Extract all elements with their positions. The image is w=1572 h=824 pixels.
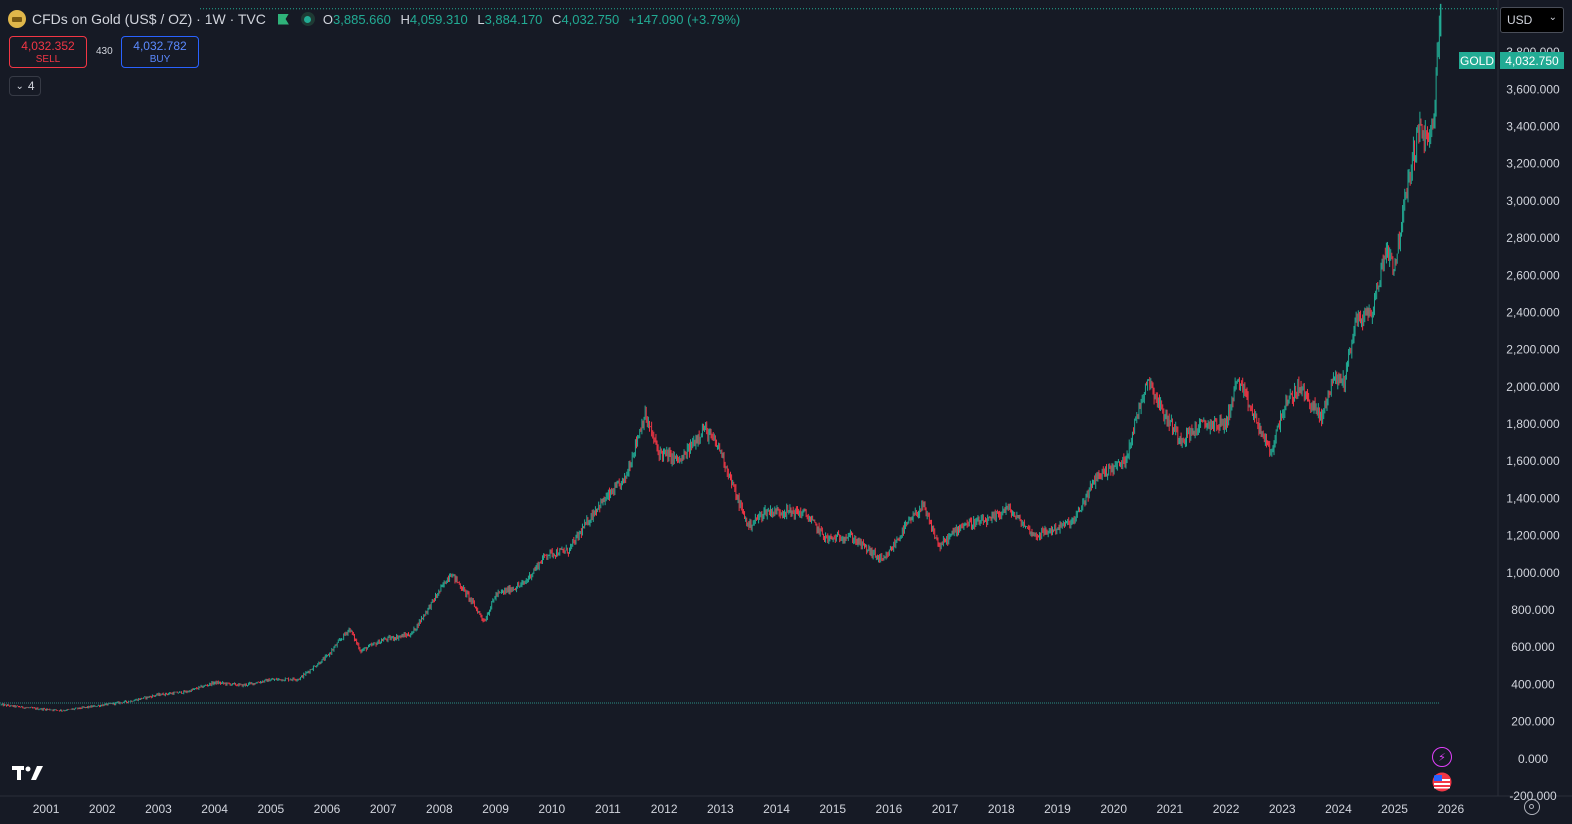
price-axis-label: 1,800.000 <box>1506 417 1560 431</box>
price-axis-label: 2,600.000 <box>1506 268 1560 282</box>
time-axis-label: 2020 <box>1100 802 1127 816</box>
symbol-title[interactable]: CFDs on Gold (US$ / OZ) · 1W · TVC <box>32 11 266 27</box>
us-flag-icon[interactable] <box>1432 772 1452 792</box>
price-axis-label: 2,000.000 <box>1506 380 1560 394</box>
price-axis-label: 1,200.000 <box>1506 529 1560 543</box>
flag-icon[interactable] <box>277 13 289 25</box>
time-axis-label: 2022 <box>1213 802 1240 816</box>
change-value: +147.090 (+3.79%) <box>628 11 741 27</box>
settings-icon[interactable] <box>1524 799 1540 815</box>
time-axis-label: 2005 <box>257 802 284 816</box>
spread-value: 430 <box>96 46 113 57</box>
price-axis-label: 3,400.000 <box>1506 119 1560 133</box>
time-axis-label: 2023 <box>1269 802 1296 816</box>
time-axis-label: 2016 <box>876 802 903 816</box>
time-axis-label: 2010 <box>538 802 565 816</box>
indicators-collapse-button[interactable]: ⌄ 4 <box>9 76 41 96</box>
sell-price: 4,032.352 <box>21 39 75 53</box>
price-axis-label: 3,200.000 <box>1506 157 1560 171</box>
price-axis-label: 1,000.000 <box>1506 566 1560 580</box>
symbol-legend: CFDs on Gold (US$ / OZ) · 1W · TVC O3,88… <box>8 8 746 30</box>
high-label: H <box>400 11 410 27</box>
price-tag-value: 4,032.750 <box>1505 54 1559 68</box>
price-axis-label: 2,400.000 <box>1506 305 1560 319</box>
time-axis-label: 2014 <box>763 802 790 816</box>
price-axis-label: 0.000 <box>1518 752 1548 766</box>
low-value: 3,884.170 <box>484 11 543 27</box>
price-axis-label: 400.000 <box>1511 677 1555 691</box>
price-axis-label: 2,800.000 <box>1506 231 1560 245</box>
time-axis-label: 2026 <box>1437 802 1464 816</box>
time-axis-label: 2008 <box>426 802 453 816</box>
price-axis-label: 1,600.000 <box>1506 454 1560 468</box>
currency-select[interactable]: USD ⌄ <box>1500 7 1564 33</box>
close-label: C <box>552 11 562 27</box>
time-axis-label: 2013 <box>707 802 734 816</box>
price-axis-label: 200.000 <box>1511 715 1555 729</box>
time-axis-label: 2011 <box>595 802 621 816</box>
high-value: 4,059.310 <box>409 11 468 27</box>
indicators-count: 4 <box>27 79 35 93</box>
price-tag-value-bg <box>1500 52 1564 69</box>
price-axis[interactable]: -200.000 0.000 200.000 400.000 600.000 800.00… <box>1506 45 1560 803</box>
price-axis-label: -200.000 <box>1509 789 1557 803</box>
time-axis-label: 2006 <box>314 802 341 816</box>
candle-series <box>0 3 1442 712</box>
gold-symbol-icon[interactable] <box>8 10 26 28</box>
price-tag-symbol-bg <box>1459 52 1495 69</box>
price-axis-label: 1,400.000 <box>1506 491 1560 505</box>
time-axis-label: 2017 <box>932 802 959 816</box>
ohlc-values: O3,885.660 H4,059.310 L3,884.170 C4,032.… <box>323 12 746 27</box>
time-axis-label: 2018 <box>988 802 1015 816</box>
price-axis-label: 600.000 <box>1511 640 1555 654</box>
flash-icon[interactable]: ⚡ <box>1432 747 1452 767</box>
tradingview-logo-icon[interactable] <box>12 764 44 784</box>
close-value: 4,032.750 <box>561 11 620 27</box>
price-axis-label: 3,000.000 <box>1506 194 1560 208</box>
time-axis-label: 2025 <box>1381 802 1408 816</box>
low-label: L <box>477 11 485 27</box>
time-axis[interactable]: 2001 2002 2003 2004 2005 2006 2007 2008 2009 2010… <box>33 802 1465 816</box>
buy-label: BUY <box>149 54 171 65</box>
currency-chevron-icon: ⌄ <box>1548 12 1557 23</box>
price-axis-label: 2,200.000 <box>1506 343 1560 357</box>
buy-button[interactable]: 4,032.782 BUY <box>121 36 199 68</box>
time-axis-label: 2012 <box>651 802 678 816</box>
sell-button[interactable]: 4,032.352 SELL <box>9 36 87 68</box>
price-axis-label: 800.000 <box>1511 603 1555 617</box>
time-axis-label: 2007 <box>370 802 397 816</box>
sell-label: SELL <box>35 54 61 65</box>
time-axis-label: 2001 <box>33 802 60 816</box>
price-tag: GOLD 4,032.750 <box>1459 52 1564 69</box>
time-axis-label: 2009 <box>482 802 509 816</box>
time-axis-label: 2024 <box>1325 802 1352 816</box>
market-status-icon <box>300 12 315 26</box>
chevron-down-icon: ⌄ <box>15 80 24 92</box>
time-axis-label: 2003 <box>145 802 172 816</box>
buy-price: 4,032.782 <box>133 39 187 53</box>
open-value: 3,885.660 <box>333 11 391 27</box>
time-axis-label: 2019 <box>1044 802 1071 816</box>
price-tag-symbol: GOLD <box>1460 54 1494 68</box>
currency-value: USD <box>1507 13 1533 27</box>
price-axis-label: 3,600.000 <box>1506 82 1560 96</box>
time-axis-label: 2004 <box>201 802 228 816</box>
time-axis-label: 2002 <box>89 802 116 816</box>
open-label: O <box>322 11 334 27</box>
time-axis-label: 2021 <box>1157 802 1184 816</box>
time-axis-label: 2015 <box>819 802 846 816</box>
